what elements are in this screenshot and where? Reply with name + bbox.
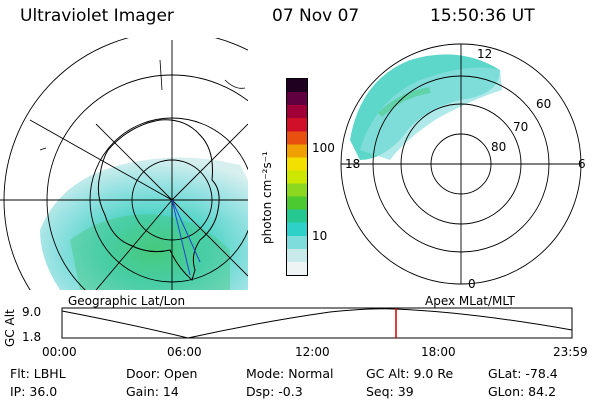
right-panel-caption: Apex MLat/MLT bbox=[425, 294, 515, 308]
info-dsp: Dsp: -0.3 bbox=[246, 384, 303, 399]
mlt-label-dusk: 18 bbox=[345, 157, 361, 171]
left-panel-caption: Geographic Lat/Lon bbox=[68, 294, 186, 308]
mlt-label-dawn: 6 bbox=[578, 157, 586, 171]
colorbar-tick-10: 10 bbox=[312, 229, 328, 243]
altitude-tick-high: 9.0 bbox=[22, 305, 42, 319]
colorbar bbox=[286, 78, 308, 276]
info-glat: GLat: -78.4 bbox=[488, 366, 558, 381]
time-tick-0000: 00:00 bbox=[42, 345, 77, 359]
info-filter: Flt: LBHL bbox=[10, 366, 66, 381]
mlt-label-midnight: 0 bbox=[468, 277, 476, 291]
aurora-emission-geographic bbox=[40, 157, 248, 290]
time-tick-1800: 18:00 bbox=[421, 345, 456, 359]
mlt-label-noon: 12 bbox=[477, 47, 493, 61]
time-tick-2359: 23:59 bbox=[553, 345, 588, 359]
mlat-label-60: 60 bbox=[536, 97, 552, 111]
info-seq: Seq: 39 bbox=[366, 384, 414, 399]
mlat-label-80: 80 bbox=[491, 140, 507, 154]
info-mode: Mode: Normal bbox=[246, 366, 334, 381]
info-ip: IP: 36.0 bbox=[10, 384, 58, 399]
instrument-title: Ultraviolet Imager bbox=[20, 6, 174, 26]
info-door: Door: Open bbox=[126, 366, 198, 381]
time-tick-1200: 12:00 bbox=[295, 345, 330, 359]
coastline bbox=[97, 119, 220, 281]
info-glon: GLon: 84.2 bbox=[488, 384, 557, 399]
colorbar-tick-100: 100 bbox=[312, 141, 335, 155]
info-gain: Gain: 14 bbox=[126, 384, 179, 399]
mlat-label-70: 70 bbox=[513, 120, 529, 134]
altitude-tick-low: 1.8 bbox=[22, 330, 42, 344]
altitude-curve bbox=[61, 308, 573, 339]
info-gc-alt: GC Alt: 9.0 Re bbox=[366, 366, 454, 381]
time-tick-0600: 06:00 bbox=[167, 345, 202, 359]
date-label: 07 Nov 07 bbox=[272, 6, 360, 26]
time-label: 15:50:36 UT bbox=[430, 6, 535, 26]
mlt-grid bbox=[340, 43, 582, 285]
